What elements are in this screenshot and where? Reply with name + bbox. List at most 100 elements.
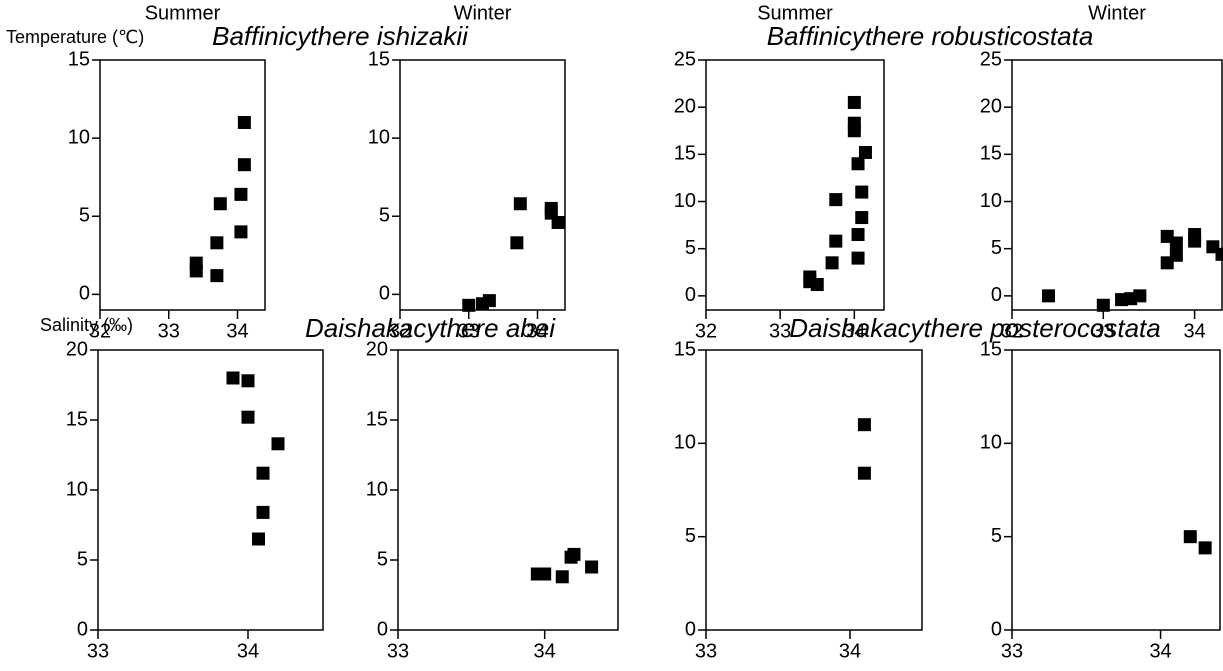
point <box>241 410 255 424</box>
x-tick-label: 34 <box>237 640 259 662</box>
x-tick-label: 34 <box>843 320 865 342</box>
y-tick-label: 10 <box>674 190 696 212</box>
point <box>1198 541 1212 555</box>
point <box>855 211 869 225</box>
plot-frame <box>705 349 923 631</box>
y-tick-label: 5 <box>77 548 88 570</box>
y-tick-label: 5 <box>991 525 1002 547</box>
point <box>585 560 599 574</box>
point <box>825 256 839 270</box>
x-tick-label: 33 <box>1001 640 1023 662</box>
y-tick-label: 20 <box>980 95 1002 117</box>
point <box>1183 530 1197 544</box>
y-tick-label: 15 <box>368 48 390 70</box>
point <box>847 95 861 109</box>
point <box>189 256 203 270</box>
panel-title: Winter <box>454 2 512 24</box>
y-tick-label: 10 <box>368 126 390 148</box>
y-tick-label: 20 <box>66 338 88 360</box>
x-tick-label: 34 <box>226 320 248 342</box>
point <box>256 505 270 519</box>
y-axis-label: Temperature (℃) <box>6 27 144 47</box>
point <box>851 251 865 265</box>
point <box>851 157 865 171</box>
y-tick-label: 25 <box>980 48 1002 70</box>
point <box>551 216 565 229</box>
point <box>567 547 581 561</box>
plot-frame <box>99 59 266 311</box>
y-tick-label: 15 <box>674 143 696 165</box>
point <box>858 145 872 159</box>
y-tick-label: 5 <box>991 237 1002 259</box>
y-tick-label: 15 <box>366 408 388 430</box>
x-axis-label: Salinity (‰) <box>40 315 133 335</box>
panel-title: Winter <box>1088 2 1146 24</box>
point <box>252 532 265 546</box>
x-tick-label: 33 <box>769 320 791 342</box>
y-tick-label: 25 <box>674 48 696 70</box>
point <box>241 374 255 388</box>
point <box>810 278 824 292</box>
point <box>1042 289 1056 303</box>
point <box>847 116 861 130</box>
point <box>851 228 865 242</box>
x-tick-label: 34 <box>534 640 556 662</box>
y-tick-label: 0 <box>77 618 88 640</box>
point <box>1215 247 1223 261</box>
x-tick-label: 33 <box>87 640 109 662</box>
x-tick-label: 34 <box>1149 640 1171 662</box>
y-tick-label: 10 <box>66 478 88 500</box>
point <box>213 197 227 211</box>
y-tick-label: 20 <box>674 95 696 117</box>
point <box>555 570 569 584</box>
species-title: Baffinicythere ishizakii <box>212 21 469 51</box>
point <box>1169 236 1183 250</box>
plot-frame <box>1011 59 1223 311</box>
point <box>829 193 843 207</box>
panel-title: Summer <box>757 2 833 24</box>
y-tick-label: 0 <box>685 284 696 306</box>
y-tick-label: 5 <box>379 205 390 227</box>
point <box>234 225 248 239</box>
x-tick-label: 33 <box>695 640 717 662</box>
point <box>234 187 248 201</box>
point <box>1096 298 1110 312</box>
y-tick-label: 5 <box>79 205 90 227</box>
point <box>857 466 871 480</box>
point <box>271 437 285 451</box>
plot-frame <box>1011 349 1221 631</box>
x-tick-label: 34 <box>839 640 861 662</box>
panel-title: Summer <box>145 2 221 24</box>
plot-frame <box>399 59 566 311</box>
y-tick-label: 10 <box>674 432 696 454</box>
y-tick-label: 10 <box>366 478 388 500</box>
species-title: Daishakacythere abei <box>305 313 556 343</box>
species-title: Baffinicythere robusticostata <box>767 21 1094 51</box>
point <box>538 567 552 581</box>
y-tick-label: 15 <box>980 143 1002 165</box>
y-tick-label: 15 <box>980 338 1002 360</box>
point <box>857 418 871 432</box>
y-tick-label: 10 <box>980 190 1002 212</box>
x-tick-label: 32 <box>1001 320 1023 342</box>
y-tick-label: 0 <box>991 284 1002 306</box>
point <box>855 185 869 199</box>
y-tick-label: 5 <box>685 525 696 547</box>
point <box>1188 234 1202 248</box>
species-title: Daishakacythere posterocostata <box>789 313 1160 343</box>
point <box>237 158 251 172</box>
x-tick-label: 33 <box>1092 320 1114 342</box>
y-tick-label: 10 <box>980 432 1002 454</box>
x-tick-label: 33 <box>458 320 480 342</box>
point <box>210 236 224 250</box>
y-tick-label: 15 <box>674 338 696 360</box>
plot-frame <box>397 349 619 631</box>
x-tick-label: 33 <box>158 320 180 342</box>
x-tick-label: 33 <box>387 640 409 662</box>
y-tick-label: 0 <box>79 283 90 305</box>
point <box>256 466 270 480</box>
x-tick-label: 32 <box>695 320 717 342</box>
y-tick-label: 5 <box>377 548 388 570</box>
y-tick-label: 15 <box>68 48 90 70</box>
